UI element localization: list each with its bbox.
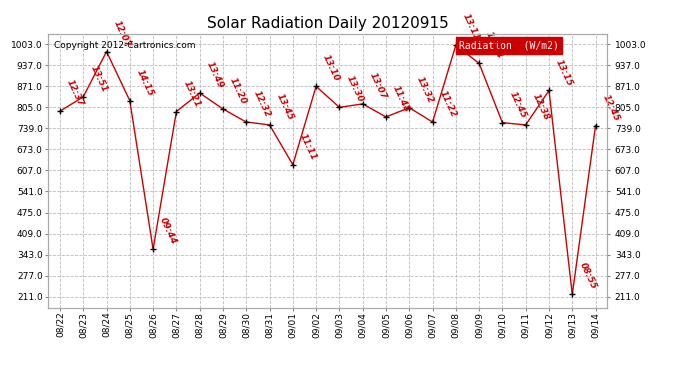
Title: Solar Radiation Daily 20120915: Solar Radiation Daily 20120915	[207, 16, 448, 31]
Text: 13:15: 13:15	[554, 57, 574, 87]
Text: 11:48: 11:48	[391, 84, 411, 114]
Text: Copyright 2012-Cartronics.com: Copyright 2012-Cartronics.com	[54, 40, 195, 50]
Text: 13:32: 13:32	[415, 75, 435, 105]
Text: 13:24: 13:24	[484, 30, 504, 60]
Text: 12:45: 12:45	[601, 93, 621, 122]
Text: 08:55: 08:55	[578, 261, 598, 291]
Text: 13:07: 13:07	[368, 71, 388, 100]
Text: 13:45: 13:45	[275, 92, 295, 122]
Text: 12:37: 12:37	[65, 78, 86, 108]
Text: 12:07: 12:07	[112, 19, 132, 48]
Text: Radiation  (W/m2): Radiation (W/m2)	[459, 40, 559, 51]
Text: 12:32: 12:32	[251, 89, 272, 119]
Text: 11:22: 11:22	[437, 89, 458, 119]
Text: 13:10: 13:10	[322, 53, 342, 83]
Text: 14:15: 14:15	[135, 68, 155, 98]
Text: 13:51: 13:51	[88, 64, 108, 94]
Text: 12:38: 12:38	[531, 92, 551, 122]
Text: 09:44: 09:44	[158, 216, 179, 246]
Text: 13:11: 13:11	[461, 12, 481, 42]
Text: 11:11: 11:11	[298, 132, 318, 162]
Text: 13:49: 13:49	[205, 60, 225, 90]
Text: 12:45: 12:45	[508, 90, 528, 120]
Text: 13:21: 13:21	[181, 79, 201, 108]
Text: 11:20: 11:20	[228, 76, 248, 106]
Text: 13:30: 13:30	[344, 74, 365, 104]
